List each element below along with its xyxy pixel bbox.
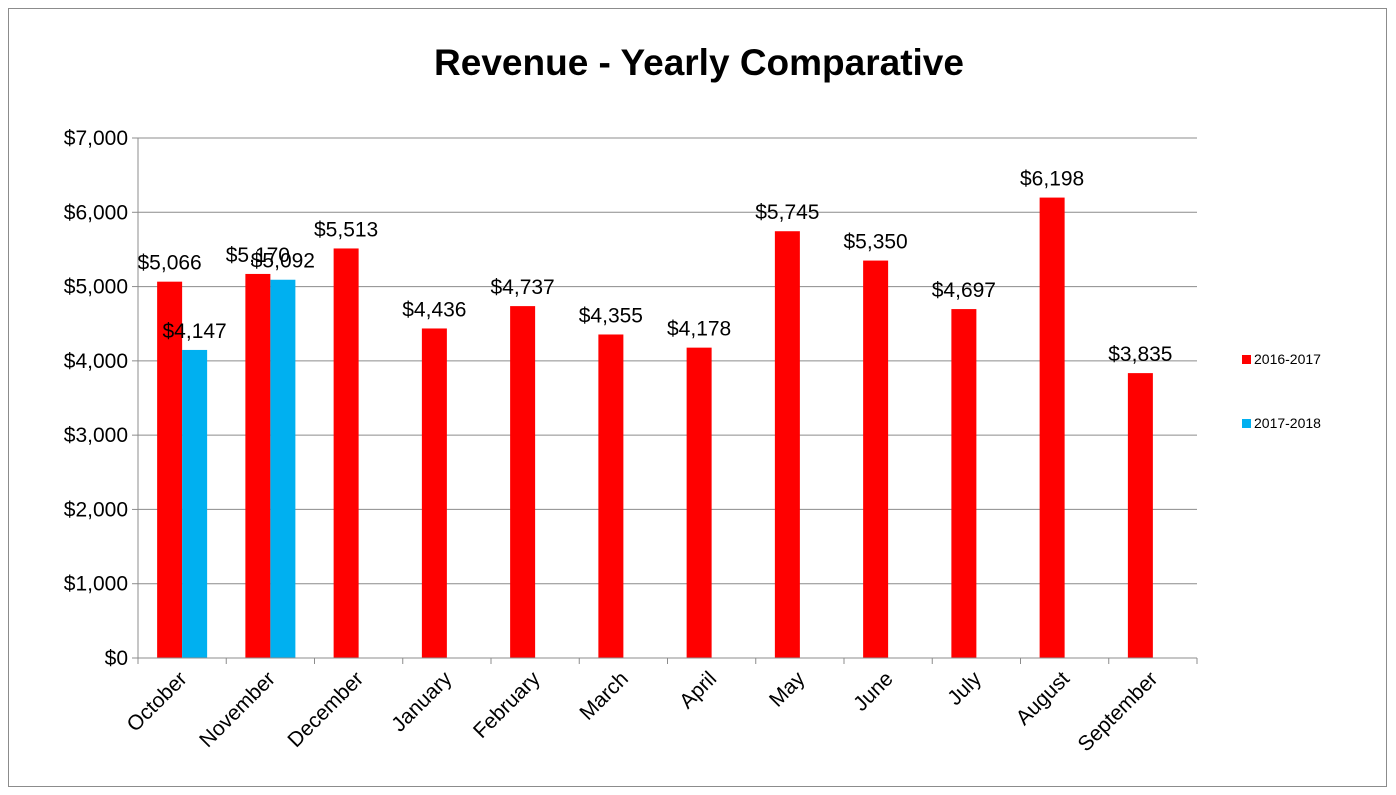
x-category-label: August: [1012, 667, 1075, 730]
legend-swatch: [1242, 419, 1251, 428]
bar-2017-2018: [270, 279, 296, 658]
bar-2016-2017: [863, 260, 889, 658]
data-label: $5,350: [844, 231, 908, 254]
y-tick-label: $1,000: [64, 573, 128, 596]
data-label: $4,697: [932, 279, 996, 302]
y-tick-label: $0: [105, 647, 128, 670]
bar-2017-2018: [182, 349, 208, 658]
x-category-label: January: [387, 667, 456, 736]
x-category-label: December: [283, 667, 368, 752]
bar-2016-2017: [1039, 197, 1065, 658]
chart-frame: Revenue - Yearly Comparative $5,066 $4,14…: [8, 8, 1387, 787]
y-tick-label: $6,000: [64, 201, 128, 224]
data-label: $4,436: [402, 298, 466, 321]
x-category-label: April: [675, 667, 721, 713]
bar-2016-2017: [510, 306, 536, 658]
data-label: $4,178: [667, 318, 731, 341]
bar-2016-2017: [157, 281, 183, 658]
x-category-label: September: [1074, 667, 1163, 756]
bar-2016-2017: [333, 248, 359, 658]
legend-label: 2016-2017: [1254, 351, 1321, 367]
data-label: $4,355: [579, 304, 643, 327]
x-category-label: March: [575, 667, 633, 725]
data-label: $4,737: [491, 276, 555, 299]
bar-2016-2017: [1127, 373, 1153, 658]
y-tick-label: $3,000: [64, 424, 128, 447]
bar-2016-2017: [774, 231, 800, 658]
data-label: $5,513: [314, 218, 378, 241]
bar-2016-2017: [598, 334, 624, 658]
data-label: $6,198: [1020, 168, 1084, 191]
revenue-bar-chart: Revenue - Yearly Comparative $5,066 $4,14…: [64, 42, 1321, 756]
data-label: $5,170: [226, 244, 290, 267]
data-label: $5,092: [251, 250, 315, 273]
bar-2016-2017: [686, 347, 712, 658]
bar-2016-2017: [421, 328, 447, 658]
y-tick-label: $5,000: [64, 276, 128, 299]
x-category-label: February: [469, 667, 545, 743]
y-tick-label: $7,000: [64, 127, 128, 150]
bar-2016-2017: [951, 309, 977, 658]
bar-2016-2017: [245, 273, 271, 658]
legend-swatch: [1242, 355, 1251, 364]
data-label: $4,147: [163, 320, 227, 343]
y-tick-label: $4,000: [64, 350, 128, 373]
y-tick-label: $2,000: [64, 498, 128, 521]
data-label: $3,835: [1108, 343, 1172, 366]
legend-label: 2017-2018: [1254, 415, 1321, 431]
data-label: $5,745: [755, 201, 819, 224]
x-category-label: November: [195, 667, 280, 752]
x-category-label: June: [849, 667, 897, 715]
x-category-label: October: [123, 667, 192, 736]
x-category-label: May: [765, 667, 810, 712]
chart-title: Revenue - Yearly Comparative: [434, 42, 964, 83]
data-label: $5,066: [138, 252, 202, 275]
x-category-label: July: [943, 667, 986, 710]
